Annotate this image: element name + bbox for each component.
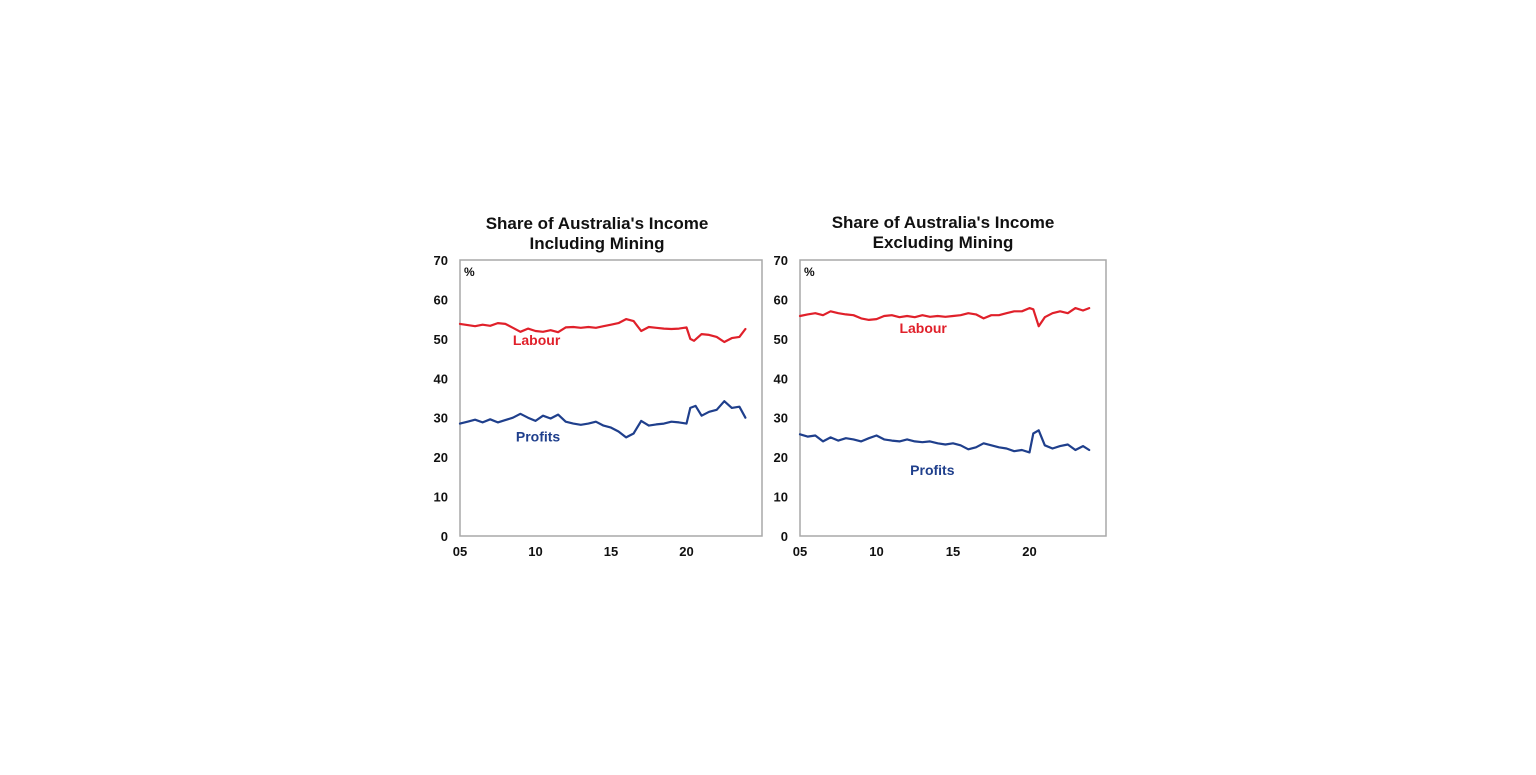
y-tick-label: 30 [774,411,788,426]
x-tick-label: 20 [1022,544,1036,559]
x-tick-label: 15 [604,544,618,559]
series-label-profits: Profits [516,428,561,444]
y-tick-label: 50 [434,332,448,347]
unit-label: % [804,265,815,279]
series-line-labour [798,307,1091,328]
series-line-profits [798,429,1091,454]
series-line-labour [458,318,747,344]
plot-area [459,259,763,537]
chart-title-line-1: Share of Australia's Income [486,214,709,233]
y-tick-label: 20 [774,450,788,465]
y-tick-label: 10 [434,490,448,505]
x-tick-label: 05 [453,544,467,559]
y-tick-label: 0 [441,529,448,544]
x-tick-label: 20 [679,544,693,559]
series-line-profits [458,400,747,439]
y-tick-label: 10 [774,490,788,505]
chart-title-line-2: Including Mining [529,234,664,253]
y-tick-label: 60 [434,292,448,307]
series-label-profits: Profits [910,462,955,478]
x-tick-label: 10 [869,544,883,559]
y-tick-label: 60 [774,292,788,307]
y-tick-label: 40 [774,371,788,386]
x-tick-label: 10 [528,544,542,559]
y-tick-label: 0 [781,529,788,544]
y-tick-label: 20 [434,450,448,465]
y-tick-label: 70 [774,253,788,268]
series-label-labour: Labour [513,332,561,348]
y-tick-label: 50 [774,332,788,347]
x-tick-label: 05 [793,544,807,559]
plot-area [799,259,1107,537]
y-tick-label: 70 [434,253,448,268]
chart-title-line-1: Share of Australia's Income [832,213,1055,232]
x-tick-label: 15 [946,544,960,559]
y-tick-label: 30 [434,411,448,426]
y-tick-label: 40 [434,371,448,386]
series-label-labour: Labour [899,320,947,336]
unit-label: % [464,265,475,279]
chart-title-line-2: Excluding Mining [873,233,1014,252]
